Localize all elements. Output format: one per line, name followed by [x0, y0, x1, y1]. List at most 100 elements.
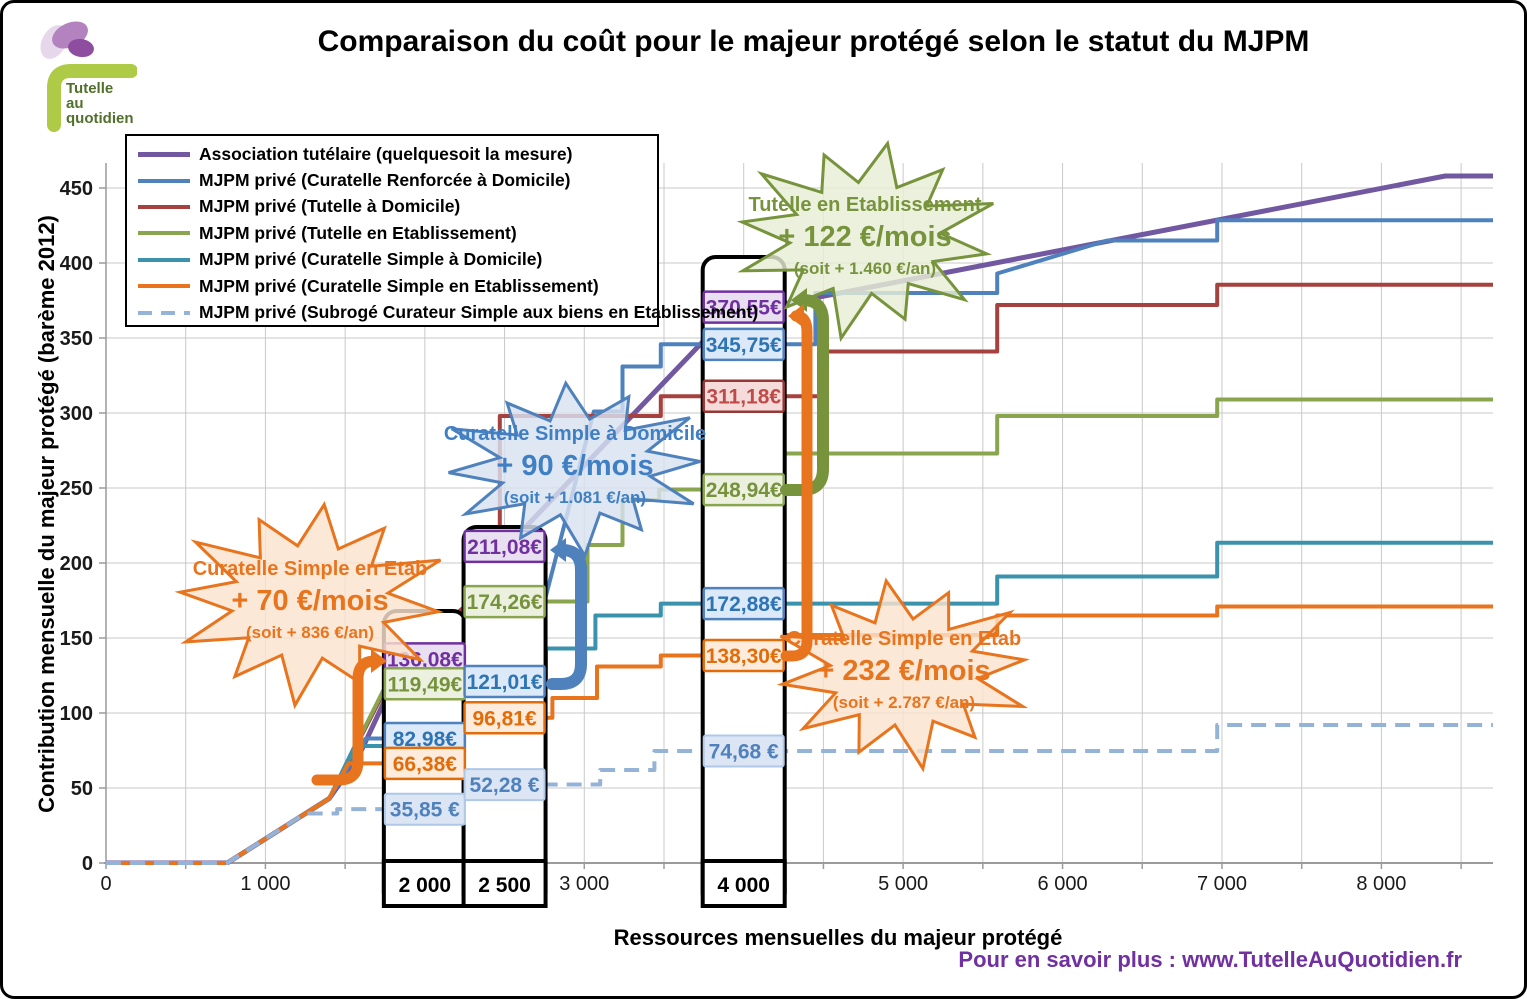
callout-star	[448, 380, 701, 560]
legend-label: MJPM privé (Tutelle à Domicile)	[199, 196, 461, 217]
y-tick-label: 150	[60, 628, 93, 650]
x-tick-label: 0	[100, 873, 111, 895]
x-tick-label-boxed: 4 000	[717, 874, 770, 897]
y-tick-label: 250	[60, 478, 93, 500]
legend-item-tutelle_etab: MJPM privé (Tutelle en Etablissement)	[138, 220, 657, 246]
logo: Tutelle au quotidien	[13, 9, 138, 133]
x-tick-label: 6 000	[1038, 873, 1088, 895]
logo-petal-dark	[68, 38, 94, 58]
callout-orange: Curatelle Simple en Etab + 70 €/mois (soit…	[174, 501, 445, 710]
legend-swatch-simple_etab	[138, 284, 190, 289]
value-label-box	[463, 768, 546, 802]
logo-text-2: au	[66, 95, 84, 112]
value-label: 370,55€	[706, 297, 782, 320]
x-tick-label: 7 000	[1197, 873, 1247, 895]
callout-blue: Curatelle Simple à Domicile + 90 €/mois (s…	[444, 380, 706, 560]
series-line-subroge	[106, 723, 1493, 865]
callout-star	[174, 501, 445, 710]
arrow	[780, 304, 813, 662]
footer-link[interactable]: Pour en savoir plus : www.TutelleAuQuoti…	[958, 947, 1462, 972]
chart-legend: Association tutélaire (quelquesoit la me…	[125, 134, 758, 327]
x-tick-label: 5 000	[878, 873, 928, 895]
x-tick-label: 1 000	[240, 873, 290, 895]
callout-text: (soit + 836 €/an)	[246, 623, 374, 642]
legend-swatch-simple_dom	[138, 257, 190, 262]
value-label-box	[383, 792, 466, 826]
callout-text: Tutelle en Etablissement	[748, 194, 981, 216]
y-tick-label: 400	[60, 253, 93, 275]
legend-item-subroge: MJPM privé (Subrogé Curateur Simple aux …	[138, 299, 758, 325]
arrow-shaft	[546, 544, 587, 690]
legend-swatch-tutelle_etab	[138, 231, 190, 236]
legend-label: MJPM privé (Curatelle Renforcée à Domici…	[199, 170, 571, 191]
x-tick-label-boxed: 2 000	[399, 874, 452, 897]
arrow-head	[788, 304, 804, 328]
logo-text-1: Tutelle	[66, 80, 113, 97]
y-tick-label: 350	[60, 328, 93, 350]
callout-text: (soit + 2.787 €/an)	[833, 693, 975, 712]
value-label: 248,94€	[706, 479, 782, 502]
y-tick-label: 200	[60, 553, 93, 575]
callout-text: + 90 €/mois	[496, 450, 653, 482]
chart-plot: 0 50 100 150 200 250 300 350 400 450 0 1 000 3 000 5 …	[60, 139, 1493, 908]
legend-swatch-tutelle_dom	[138, 204, 190, 209]
value-label-box	[702, 290, 785, 324]
callout-text: (soit + 1.081 €/an)	[504, 488, 646, 507]
arrow	[311, 649, 387, 786]
value-label: 138,30€	[706, 645, 782, 668]
y-tick-label: 300	[60, 403, 93, 425]
value-label-box	[702, 327, 785, 362]
callout-text: Curatelle Simple en Etab	[787, 628, 1022, 650]
value-label: 66,38€	[393, 753, 458, 776]
callout-orange: Curatelle Simple en Etab + 232 €/mois (soi…	[776, 577, 1030, 773]
legend-label: MJPM privé (Curatelle Simple à Domicile)	[199, 249, 543, 270]
value-label: 74,68 €	[709, 740, 779, 763]
legend-swatch-assoc	[138, 151, 190, 157]
callout-star	[776, 577, 1030, 773]
value-label: 119,49€	[387, 673, 462, 696]
value-label: 121,01€	[467, 671, 543, 694]
logo-text-3: quotidien	[66, 110, 134, 127]
value-label-box	[702, 379, 785, 413]
legend-swatch-renforcee	[138, 178, 190, 183]
y-tick-label: 450	[60, 178, 93, 200]
logo-stem	[47, 64, 138, 132]
x-tick-label: 3 000	[559, 873, 609, 895]
x-axis-title: Ressources mensuelles du majeur protégé	[613, 925, 1063, 950]
callout-star	[736, 139, 994, 343]
value-label: 345,75€	[706, 334, 782, 357]
value-label-box	[702, 586, 785, 621]
arrow-shaft	[311, 655, 382, 786]
legend-item-assoc: Association tutélaire (quelquesoit la me…	[138, 141, 657, 167]
arrow	[546, 538, 587, 690]
legend-label: MJPM privé (Tutelle en Etablissement)	[199, 222, 517, 243]
callout-text: + 70 €/mois	[231, 585, 388, 617]
x-tick-label: 8 000	[1356, 873, 1406, 895]
value-label-box	[702, 734, 785, 768]
value-label: 172,88€	[706, 593, 782, 616]
legend-item-tutelle_dom: MJPM privé (Tutelle à Domicile)	[138, 194, 657, 220]
logo-graphic: Tutelle au quotidien	[40, 21, 138, 132]
page-title: Comparaison du coût pour le majeur proté…	[317, 25, 1310, 58]
callout-text: + 232 €/mois	[817, 655, 990, 687]
value-label: 82,98€	[393, 728, 458, 751]
value-label: 311,18€	[706, 386, 781, 409]
column-tick-box-4000	[700, 859, 787, 908]
legend-item-simple_etab: MJPM privé (Curatelle Simple en Etabliss…	[138, 273, 657, 299]
legend-item-simple_dom: MJPM privé (Curatelle Simple à Domicile)	[138, 247, 657, 273]
value-label: 211,08€	[467, 536, 542, 559]
value-label: 96,81€	[472, 707, 537, 730]
callout-text: (soit + 1.460 €/an)	[794, 259, 936, 278]
value-label-box	[463, 584, 546, 619]
x-tick-label-boxed: 2 500	[478, 874, 531, 897]
legend-swatch-subroge	[138, 310, 190, 315]
legend-label: Association tutélaire (quelquesoit la me…	[199, 143, 573, 164]
callout-green: Tutelle en Etablissement + 122 €/mois (soi…	[736, 139, 994, 343]
legend-label: MJPM privé (Subrogé Curateur Simple aux …	[199, 302, 759, 323]
column-tick-box-2500	[461, 859, 548, 908]
callout-text: Curatelle Simple à Domicile	[444, 423, 706, 445]
y-tick-label: 0	[82, 853, 93, 875]
value-label: 35,85 €	[390, 799, 460, 822]
callout-text: Curatelle Simple en Etab	[193, 558, 428, 580]
